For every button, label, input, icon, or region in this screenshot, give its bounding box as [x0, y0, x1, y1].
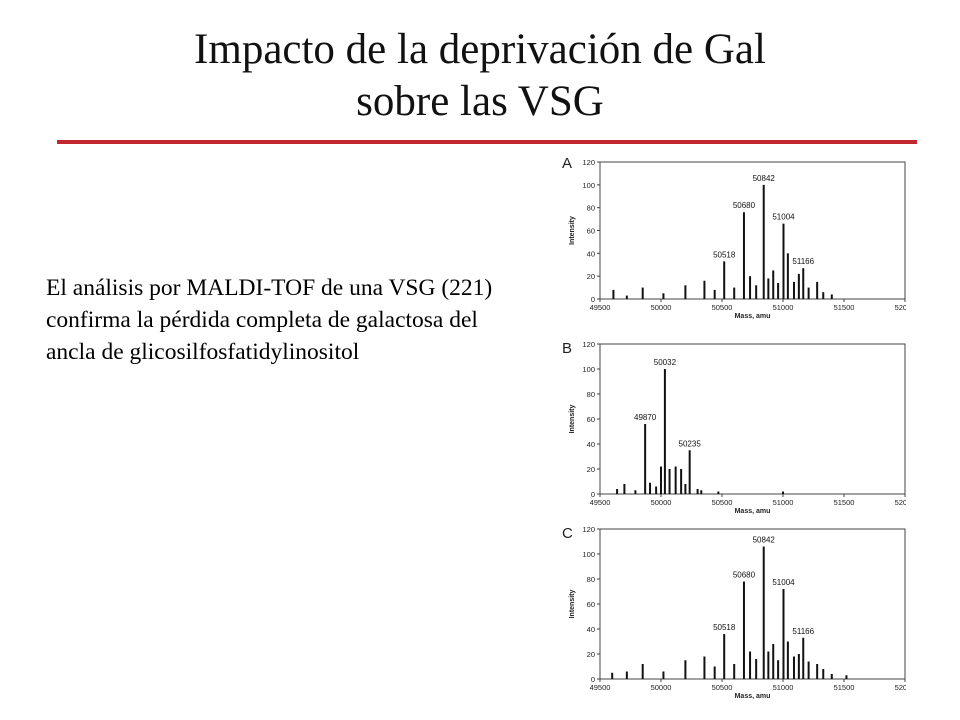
panel-a-peak-label: 51166	[792, 257, 814, 266]
panel-c-xaxis-label: Mass, amu	[735, 693, 771, 700]
panel-c-xtick-label: 50500	[712, 683, 733, 692]
panel-a-xtick-label: 50000	[651, 303, 672, 312]
panel-c-xtick-label: 49500	[590, 683, 611, 692]
panel-b-ytick-label: 40	[587, 440, 595, 449]
panel-c-ytick-label: 40	[587, 625, 595, 634]
panel-a-ytick-label: 0	[591, 295, 595, 304]
panel-b-ytick-label: 120	[582, 340, 595, 349]
panel-a-peak-label: 51004	[772, 213, 795, 222]
panel-a-ytick-label: 80	[587, 204, 595, 213]
panel-a-xtick-label: 51500	[834, 303, 855, 312]
panel-b-xtick-label: 50500	[712, 498, 733, 507]
panel-b-ytick-label: 60	[587, 415, 595, 424]
panel-c-peak-label: 51166	[792, 627, 814, 636]
panel-a-peak-label: 50518	[713, 250, 736, 259]
panel-c-peak-label: 51004	[772, 578, 795, 587]
panel-b-xtick-label: 51500	[834, 498, 855, 507]
panel-c-peak-label: 50842	[753, 536, 776, 545]
title-divider	[57, 140, 917, 144]
panel-b-xtick-label: 51000	[773, 498, 794, 507]
panel-b-ytick-label: 20	[587, 465, 595, 474]
panel-b-ytick-label: 100	[582, 365, 595, 374]
panel-b-peak-label: 50032	[654, 358, 677, 367]
panel-b-xaxis-label: Mass, amu	[735, 508, 771, 515]
maldi-tof-figure: A 0 20 40 60 80 100 120 49500 50000 50500 51000 5150…	[560, 154, 906, 708]
slide-title-line-1: Impacto de la deprivación de Gal	[194, 26, 766, 73]
slide-title-line-2: sobre las VSG	[356, 78, 604, 125]
panel-b-xtick-label: 52000	[895, 498, 906, 507]
panel-b-peak-label: 50235	[679, 439, 702, 448]
panel-a-yaxis-label: Intensity	[569, 216, 576, 245]
panel-c-peak-label: 50680	[733, 571, 756, 580]
panel-a-ytick-label: 60	[587, 227, 595, 236]
panel-a-xaxis-label: Mass, amu	[735, 313, 771, 320]
panel-c-label: C	[562, 525, 573, 542]
panel-c-frame	[599, 528, 906, 680]
panel-c-ytick-label: 100	[582, 550, 595, 559]
panel-c-ytick-label: 120	[582, 525, 595, 534]
panel-c-xtick-label: 52000	[895, 683, 906, 692]
panel-c-ytick-label: 0	[591, 675, 595, 684]
panel-c-peak-label: 50518	[713, 623, 736, 632]
body-paragraph: El análisis por MALDI-TOF de una VSG (22…	[46, 275, 493, 365]
panel-c-yaxis-label: Intensity	[569, 590, 576, 619]
panel-c-ytick-label: 20	[587, 650, 595, 659]
panel-c-ytick-label: 80	[587, 575, 595, 584]
panel-a-xtick-label: 51000	[773, 303, 794, 312]
panel-c-xtick-label: 51500	[834, 683, 855, 692]
panel-a-label: A	[562, 155, 572, 172]
panel-a-xtick-label: 52000	[895, 303, 906, 312]
slide-title: Impacto de la deprivación de Gal sobre l…	[0, 24, 960, 128]
panel-a-xtick-label: 50500	[712, 303, 733, 312]
panel-a-peak-label: 50842	[753, 174, 776, 183]
panel-b-ytick-label: 80	[587, 390, 595, 399]
panel-b-ytick-label: 0	[591, 490, 595, 499]
panel-b-label: B	[562, 340, 572, 357]
panel-a-ytick-label: 120	[582, 158, 595, 167]
panel-c-xtick-label: 50000	[651, 683, 672, 692]
mass-spectra-svg: A 0 20 40 60 80 100 120 49500 50000 50500 51000 5150…	[562, 155, 906, 700]
panel-c-xtick-label: 51000	[773, 683, 794, 692]
panel-b-xtick-label: 49500	[590, 498, 611, 507]
panel-a-ytick-label: 20	[587, 272, 595, 281]
panel-b-xtick-label: 50000	[651, 498, 672, 507]
panel-a-ytick-label: 40	[587, 249, 595, 258]
panel-b-peak-label: 49870	[634, 413, 657, 422]
panel-a-xtick-label: 49500	[590, 303, 611, 312]
panel-a-ytick-label: 100	[582, 181, 595, 190]
panel-b-yaxis-label: Intensity	[569, 405, 576, 434]
panel-c-ytick-label: 60	[587, 600, 595, 609]
panel-a-peak-label: 50680	[733, 201, 756, 210]
